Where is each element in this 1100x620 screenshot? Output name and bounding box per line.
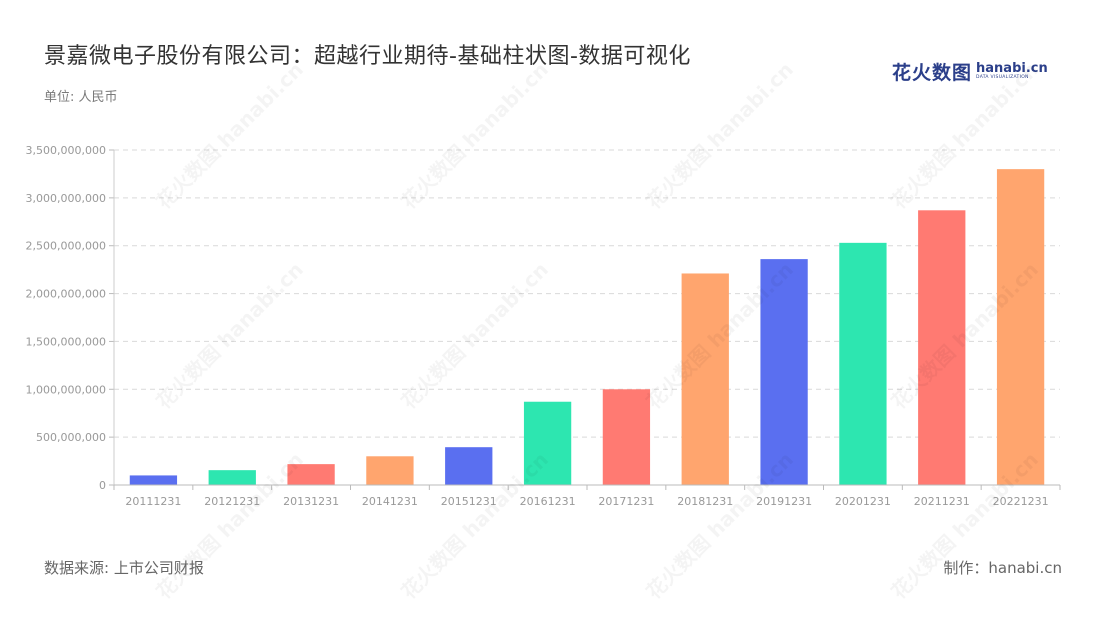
- y-tick-label: 500,000,000: [36, 431, 106, 444]
- chart-title: 景嘉微电子股份有限公司：超越行业期待-基础柱状图-数据可视化: [44, 44, 691, 69]
- bar: [445, 447, 493, 485]
- bar: [129, 475, 178, 485]
- x-tick-label: 20151231: [441, 495, 497, 508]
- y-tick-label: 1,500,000,000: [26, 335, 106, 348]
- x-tick-label: 20131231: [283, 495, 339, 508]
- bar: [208, 470, 256, 485]
- axis-layer: 0 500,000,000 1,000,000,000 1,500,000,000 2,…: [26, 144, 1061, 508]
- bars-layer: [129, 169, 1045, 486]
- bar: [366, 456, 414, 485]
- x-tick-label: 20221231: [993, 495, 1049, 508]
- unit-label: 单位: 人民币: [44, 90, 118, 105]
- data-source: 数据来源: 上市公司财报: [44, 559, 204, 577]
- bar: [760, 259, 808, 485]
- x-tick-label: 20201231: [835, 495, 891, 508]
- bar: [602, 389, 651, 485]
- bar: [681, 273, 729, 485]
- y-tick-label: 2,500,000,000: [26, 240, 106, 253]
- bar: [839, 242, 887, 485]
- x-tick-label: 20211231: [914, 495, 970, 508]
- y-tick-label: 3,000,000,000: [26, 192, 106, 205]
- bar: [996, 169, 1045, 485]
- x-tick-label: 20161231: [520, 495, 576, 508]
- x-tick-label: 20181231: [677, 495, 733, 508]
- x-tick-label: 20171231: [598, 495, 654, 508]
- y-tick-label: 2,000,000,000: [26, 288, 106, 301]
- x-tick-label: 20191231: [756, 495, 812, 508]
- bar: [918, 210, 966, 486]
- logo-chinese-text: 花火数图: [892, 62, 973, 84]
- y-tick-label: 0: [99, 479, 106, 492]
- bar: [287, 464, 335, 485]
- y-tick-label: 3,500,000,000: [26, 144, 106, 157]
- logo-english-text: hanabi.cn: [976, 61, 1048, 77]
- x-tick-label: 20141231: [362, 495, 418, 508]
- x-tick-label: 20111231: [125, 495, 181, 508]
- logo-tagline: DATA VISUALIZATION: [976, 75, 1029, 81]
- brand-logo: 花火数图 hanabi.cn DATA VISUALIZATION: [892, 58, 1048, 85]
- grid-layer: [109, 149, 1060, 486]
- x-tick-label: 20121231: [204, 495, 260, 508]
- bar: [523, 401, 572, 485]
- logo-english-block: hanabi.cn DATA VISUALIZATION: [976, 62, 1048, 81]
- y-tick-label: 1,000,000,000: [26, 383, 106, 396]
- maker-credit: 制作：hanabi.cn: [943, 559, 1062, 577]
